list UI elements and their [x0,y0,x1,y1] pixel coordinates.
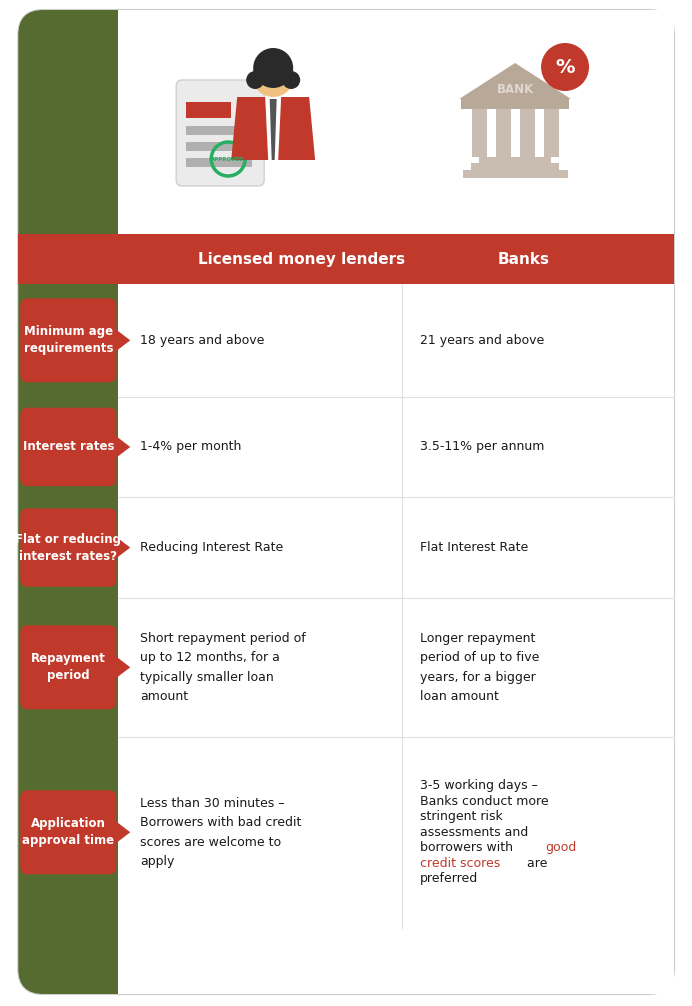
Bar [462,170,567,178]
Text: Flat or reducing
interest rates?: Flat or reducing interest rates? [15,532,121,562]
Text: stringent risk: stringent risk [419,810,502,823]
Polygon shape [113,534,130,560]
Text: 18 years and above: 18 years and above [140,334,264,347]
Text: Interest rates: Interest rates [23,441,114,454]
Bar [186,102,231,118]
Circle shape [282,71,300,89]
Text: Banks conduct more: Banks conduct more [419,795,548,808]
Text: Short repayment period of
up to 12 months, for a
typically smaller loan
amount: Short repayment period of up to 12 month… [140,632,306,703]
Text: 3-5 working days –: 3-5 working days – [419,780,538,793]
FancyBboxPatch shape [20,407,116,486]
Bar [18,10,118,994]
Text: borrowers with: borrowers with [419,841,517,854]
FancyBboxPatch shape [176,80,264,186]
Bar [18,234,674,284]
Polygon shape [113,654,130,680]
Text: Application
approval time: Application approval time [22,817,114,847]
Bar [495,109,511,157]
Text: Flat Interest Rate: Flat Interest Rate [419,541,528,554]
FancyBboxPatch shape [18,10,674,994]
Bar [118,10,674,994]
Text: credit scores: credit scores [419,857,500,870]
FancyBboxPatch shape [20,299,116,382]
Circle shape [246,71,264,89]
Polygon shape [231,97,315,160]
Text: preferred: preferred [419,872,478,885]
Text: Longer repayment
period of up to five
years, for a bigger
loan amount: Longer repayment period of up to five ye… [419,632,539,703]
Bar [543,109,558,157]
Polygon shape [265,97,281,160]
Text: Licensed money lenders: Licensed money lenders [198,252,406,267]
Text: 21 years and above: 21 years and above [419,334,544,347]
Bar [471,163,559,170]
Circle shape [252,55,294,97]
Circle shape [541,43,589,91]
Text: Less than 30 minutes –
Borrowers with bad credit
scores are welcome to
apply: Less than 30 minutes – Borrowers with ba… [140,797,302,868]
Text: Reducing Interest Rate: Reducing Interest Rate [140,541,284,554]
Polygon shape [113,434,130,460]
Polygon shape [113,327,130,353]
Bar [471,109,486,157]
Text: 1-4% per month: 1-4% per month [140,441,242,454]
Bar [479,157,551,163]
Bar [186,158,252,167]
Bar [186,142,252,151]
Text: Minimum age
requirements: Minimum age requirements [24,325,113,355]
Text: %: % [555,57,575,76]
Polygon shape [270,99,277,160]
Text: Banks: Banks [498,252,550,267]
Bar [186,126,252,135]
Text: are: are [523,857,547,870]
Text: assessments and: assessments and [419,826,528,839]
FancyBboxPatch shape [20,626,116,709]
Text: APPROVED: APPROVED [212,157,245,162]
Text: 3.5-11% per annum: 3.5-11% per annum [419,441,544,454]
Text: Repayment
period: Repayment period [31,652,106,682]
Bar [461,99,569,109]
Polygon shape [459,63,571,99]
Polygon shape [113,819,130,845]
Text: good: good [545,841,576,854]
Text: BANK: BANK [496,82,534,96]
FancyBboxPatch shape [20,508,116,586]
Bar [520,109,534,157]
FancyBboxPatch shape [20,791,116,874]
Circle shape [253,48,293,88]
